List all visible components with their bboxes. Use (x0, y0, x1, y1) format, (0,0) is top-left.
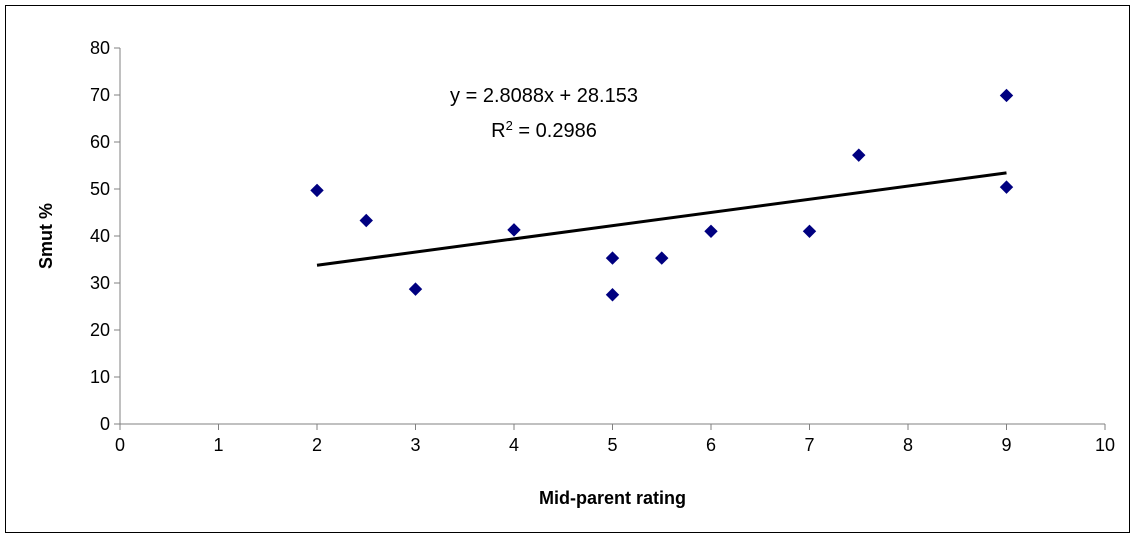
x-tick-label: 7 (804, 435, 814, 455)
y-tick-label: 70 (90, 85, 110, 105)
y-tick-label: 20 (90, 320, 110, 340)
y-tick-label: 50 (90, 179, 110, 199)
trend-line (316, 171, 1007, 267)
y-axis-title: Smut % (36, 203, 56, 269)
data-point (408, 282, 423, 296)
y-tick-label: 10 (90, 367, 110, 387)
x-tick-label: 4 (509, 435, 519, 455)
data-point (704, 224, 718, 239)
r-squared-superscript: 2 (506, 118, 513, 133)
y-tick-label: 40 (90, 226, 110, 246)
data-point (507, 223, 521, 237)
r-squared-label: R2 = 0.2986 (491, 118, 597, 143)
x-tick-label: 1 (213, 435, 223, 455)
data-point (999, 180, 1014, 194)
x-tick-label: 0 (115, 435, 125, 455)
x-tick-label: 6 (706, 435, 716, 455)
scatter-chart: 0 10 20 30 40 50 60 70 80 0 1 2 3 4 5 6 7 8 9 10 y = 2.8088… (36, 38, 1115, 508)
y-tick-label: 30 (90, 273, 110, 293)
x-tick-label: 8 (903, 435, 913, 455)
x-tick-label: 3 (410, 435, 420, 455)
trend-equation: y = 2.8088x + 28.153 (450, 85, 638, 107)
data-point (359, 213, 373, 228)
data-point (605, 288, 620, 302)
y-tick-label: 0 (100, 414, 110, 434)
r-squared-value: = 0.2986 (513, 120, 597, 142)
data-point (802, 224, 817, 239)
data-point (310, 183, 324, 198)
x-tick-label: 5 (607, 435, 617, 455)
x-axis-title: Mid-parent rating (539, 488, 686, 508)
y-tick-label: 80 (90, 38, 110, 58)
r-squared-prefix: R (491, 120, 505, 142)
x-tick-label: 10 (1095, 435, 1115, 455)
chart-frame: 0 10 20 30 40 50 60 70 80 0 1 2 3 4 5 6 7 8 9 10 y = 2.8088… (5, 5, 1130, 533)
y-tick-label: 60 (90, 132, 110, 152)
axes (114, 47, 1106, 430)
tick-labels: 0 10 20 30 40 50 60 70 80 0 1 2 3 4 5 6 7 8 9 10 (90, 38, 1115, 455)
data-points (310, 88, 1014, 302)
data-point (655, 251, 669, 265)
data-point (852, 148, 866, 162)
x-tick-label: 2 (312, 435, 322, 455)
data-point (999, 88, 1014, 103)
x-tick-label: 9 (1001, 435, 1011, 455)
data-point (605, 251, 620, 265)
